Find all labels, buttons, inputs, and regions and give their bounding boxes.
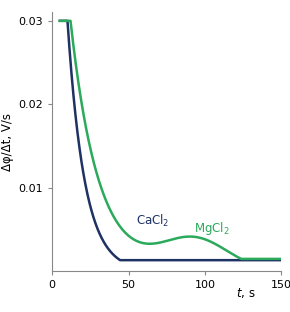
Y-axis label: Δφ/Δt, V/s: Δφ/Δt, V/s xyxy=(1,113,14,171)
Text: MgCl$_2$: MgCl$_2$ xyxy=(194,220,230,236)
Text: $t$, s: $t$, s xyxy=(235,285,255,300)
Text: CaCl$_2$: CaCl$_2$ xyxy=(136,213,170,229)
